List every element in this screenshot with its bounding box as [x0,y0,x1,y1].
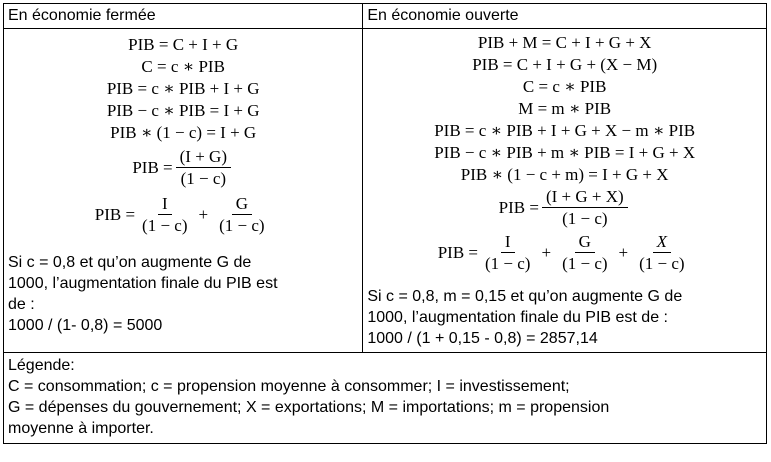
closed-eq-5: PIB ∗ (1 − c) = I + G [110,123,257,142]
open-frac1: (I + G + X) (1 − c) [541,186,628,229]
open-frac2c-denominator: (1 − c) [639,254,685,273]
closed-note: Si c = 0,8 et qu’on augmente G de 1000, … [8,252,358,336]
closed-frac2b-numerator: G [231,193,252,215]
closed-frac1-lhs: PIB = [132,157,173,177]
open-frac2a-denominator: (1 − c) [485,254,531,273]
closed-eq-3: PIB = c ∗ PIB + I + G [106,79,260,98]
closed-frac2-plus: + [198,204,209,224]
closed-equations: PIB = C + I + G C = c ∗ PIB PIB = c ∗ PI… [8,34,358,236]
open-frac1-denominator: (1 − c) [562,209,608,228]
open-fraction-2: PIB = I (1 − c) + G (1 − c) + X (1 − c) [438,231,692,274]
open-frac2b: G (1 − c) [558,231,611,274]
closed-note-line-4: 1000 / (1- 0,8) = 5000 [8,317,163,334]
open-eq-4: M = m ∗ PIB [518,99,612,118]
closed-frac2-lhs: PIB = [94,204,136,224]
legend-cell: Légende: C = consommation; c = propensio… [3,352,767,444]
closed-frac2a-denominator: (1 − c) [142,216,188,235]
open-note: Si c = 0,8, m = 0,15 et qu’on augmente G… [367,286,762,349]
open-eq-6: PIB − c ∗ PIB + m ∗ PIB = I + G + X [434,143,696,162]
closed-note-line-3: de : [8,296,35,313]
open-note-line-2: 1000, l’augmentation finale du PIB est d… [367,309,668,326]
open-equations: PIB + M = C + I + G + X PIB = C + I + G … [367,32,762,274]
header-open-economy: En économie ouverte [362,3,767,29]
open-note-line-1: Si c = 0,8, m = 0,15 et qu’on augmente G… [367,288,683,305]
open-frac2c: X (1 − c) [635,231,688,274]
legend-row: Légende: C = consommation; c = propensio… [3,352,767,444]
economics-table: En économie fermée En économie ouverte P… [2,3,767,444]
legend-line-1: C = consommation; c = propension moyenne… [8,378,570,395]
header-row: En économie fermée En économie ouverte [2,3,767,29]
closed-frac2a-numerator: I [157,193,172,215]
closed-frac1-denominator: (1 − c) [180,169,227,188]
closed-fraction-2: PIB = I (1 − c) + G (1 − c) [95,193,272,236]
closed-economy-cell: PIB = C + I + G C = c ∗ PIB PIB = c ∗ PI… [2,28,364,353]
header-closed-economy: En économie fermée [2,3,364,29]
open-frac2a: I (1 − c) [481,231,534,274]
closed-frac2b-denominator: (1 − c) [219,216,265,235]
open-eq-5: PIB = c ∗ PIB + I + G + X − m ∗ PIB [434,121,696,140]
open-frac2-plus-1: + [541,242,552,262]
open-eq-7: PIB ∗ (1 − c + m) = I + G + X [460,165,669,184]
closed-frac2b: G (1 − c) [215,193,268,236]
open-frac1-numerator: (I + G + X) [541,186,628,208]
open-note-line-3: 1000 / (1 + 0,15 - 0,8) = 2857,14 [367,330,598,347]
legend-line-3: moyenne à importer. [8,420,154,437]
open-economy-cell: PIB + M = C + I + G + X PIB = C + I + G … [362,28,767,353]
closed-frac2a: I (1 − c) [138,193,191,236]
legend-title: Légende: [8,357,75,374]
open-frac2b-denominator: (1 − c) [562,254,608,273]
open-eq-2: PIB = C + I + G + (X − M) [472,55,658,74]
open-frac2-lhs: PIB = [437,242,479,262]
open-frac2c-numerator: X [652,231,672,253]
closed-note-line-2: 1000, l’augmentation finale du PIB est [8,275,278,292]
closed-frac1-numerator: (I + G) [175,146,231,168]
open-frac1-lhs: PIB = [498,197,539,217]
closed-frac1: (I + G) (1 − c) [175,146,231,189]
closed-eq-4: PIB − c ∗ PIB = I + G [106,101,260,120]
closed-eq-1: PIB = C + I + G [128,35,239,54]
content-row: PIB = C + I + G C = c ∗ PIB PIB = c ∗ PI… [2,28,767,353]
closed-note-line-1: Si c = 0,8 et qu’on augmente G de [8,254,252,271]
open-eq-1: PIB + M = C + I + G + X [477,33,652,52]
open-frac2a-numerator: I [500,231,515,253]
closed-fraction-1: PIB = (I + G) (1 − c) [132,146,234,189]
open-frac2b-numerator: G [574,231,595,253]
open-eq-3: C = c ∗ PIB [522,77,607,96]
closed-eq-2: C = c ∗ PIB [141,57,225,76]
legend-line-2: G = dépenses du gouvernement; X = export… [8,399,610,416]
open-fraction-1: PIB = (I + G + X) (1 − c) [499,186,631,229]
open-frac2-plus-2: + [618,242,629,262]
